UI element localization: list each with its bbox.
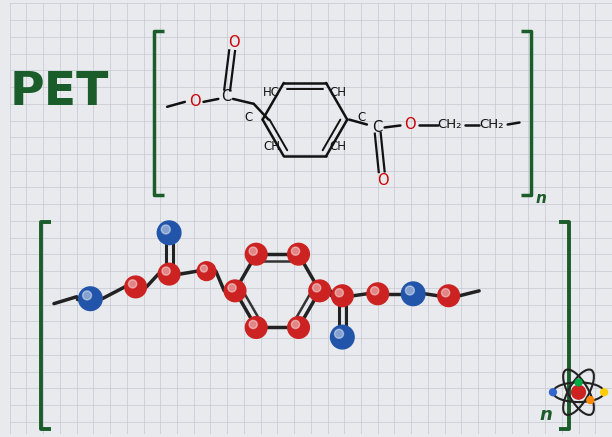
Circle shape [162,225,170,234]
Text: C: C [245,111,253,124]
Text: C: C [221,90,231,104]
Circle shape [335,288,343,297]
Circle shape [288,317,309,338]
Text: CH: CH [329,140,346,153]
Circle shape [162,267,170,275]
Circle shape [291,247,300,255]
Circle shape [367,283,389,305]
Text: n: n [536,191,547,206]
Circle shape [313,284,321,292]
Circle shape [550,389,556,395]
Text: HC: HC [263,86,280,99]
Circle shape [575,379,582,386]
Text: PET: PET [9,69,108,114]
Text: CH₂: CH₂ [438,118,462,131]
Circle shape [405,286,414,295]
Circle shape [438,285,460,307]
Text: O: O [377,173,389,188]
Circle shape [401,282,425,305]
Circle shape [291,320,300,329]
Circle shape [572,385,586,399]
Circle shape [245,243,267,265]
Circle shape [288,243,309,265]
Text: n: n [540,406,553,424]
Circle shape [197,262,216,281]
Circle shape [129,280,136,288]
Circle shape [125,276,146,298]
Circle shape [330,325,354,349]
Circle shape [228,284,236,292]
Circle shape [83,291,92,300]
Text: CH: CH [263,140,280,153]
Circle shape [224,280,246,302]
Text: O: O [228,35,240,50]
Text: C: C [371,120,382,135]
Text: O: O [189,94,201,109]
Circle shape [245,317,267,338]
Text: O: O [405,117,416,132]
Circle shape [249,247,257,255]
Circle shape [200,265,207,272]
Text: C: C [357,111,365,124]
Text: CH₂: CH₂ [480,118,504,131]
Circle shape [159,263,180,285]
Text: CH: CH [329,86,346,99]
Circle shape [249,320,257,329]
Circle shape [441,288,450,297]
Circle shape [78,287,102,311]
Circle shape [157,221,181,245]
Circle shape [335,329,343,338]
Circle shape [587,397,594,403]
Circle shape [371,287,379,295]
Circle shape [309,280,330,302]
Circle shape [601,389,608,395]
Circle shape [332,285,353,307]
